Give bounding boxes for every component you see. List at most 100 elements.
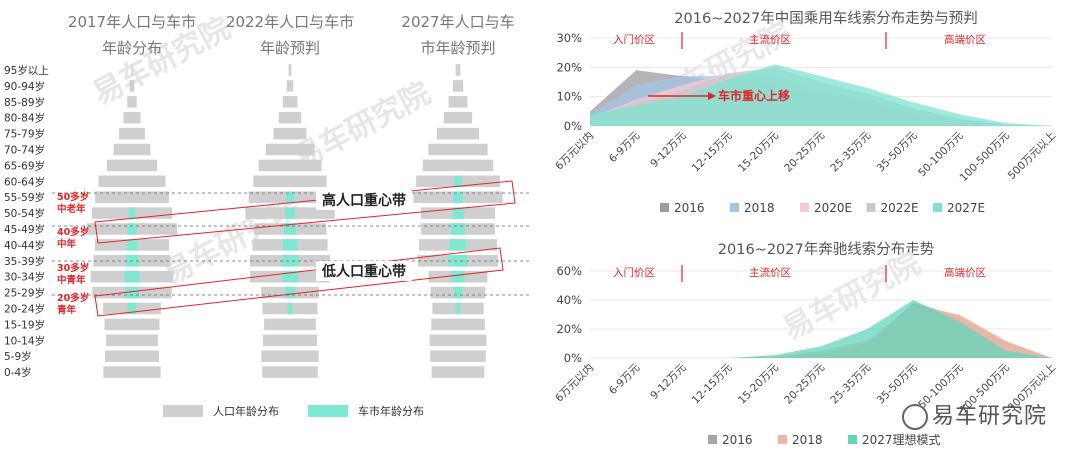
age-group-sublabel: 中青年 bbox=[57, 274, 86, 286]
car-market-bar bbox=[285, 191, 295, 203]
population-bar bbox=[265, 143, 315, 156]
age-group-label: 50多岁 bbox=[57, 191, 89, 203]
y-tick-label: 0% bbox=[564, 351, 582, 365]
legend-label: 2027理想模式 bbox=[862, 432, 941, 447]
legend-label: 2018 bbox=[792, 433, 823, 447]
age-label: 35-39岁 bbox=[4, 255, 45, 268]
population-bar bbox=[448, 96, 468, 108]
car-market-bar bbox=[285, 286, 295, 299]
car-market-bar bbox=[283, 223, 297, 235]
population-bar bbox=[262, 334, 318, 347]
x-tick-label: 12-15万元 bbox=[690, 361, 735, 406]
car-market-bar bbox=[453, 286, 463, 299]
y-tick-label: 60% bbox=[556, 264, 582, 278]
pyramid-title-line1: 2017年人口与车市 bbox=[68, 13, 196, 31]
market-shift-annotation: 车市重心上移 bbox=[718, 88, 790, 103]
population-bar bbox=[278, 111, 302, 124]
price-zone-label: 高端价区 bbox=[944, 266, 986, 279]
legend-swatch bbox=[933, 203, 942, 212]
car-market-bar bbox=[126, 239, 138, 251]
population-bar bbox=[119, 127, 145, 140]
x-tick-label: 12-15万元 bbox=[690, 129, 735, 174]
legend-swatch-car-market bbox=[308, 405, 348, 417]
car-market-bar bbox=[285, 207, 295, 219]
car-market-bar bbox=[452, 207, 464, 219]
age-label: 5-9岁 bbox=[4, 350, 32, 363]
age-label: 10-14岁 bbox=[4, 334, 45, 347]
population-bar bbox=[98, 175, 166, 188]
legend-swatch bbox=[730, 203, 739, 212]
legend-swatch bbox=[866, 203, 876, 212]
car-market-bar bbox=[127, 223, 137, 235]
low-band-label: 低人口重心带 bbox=[321, 263, 406, 280]
population-bar bbox=[261, 350, 319, 362]
population-bar bbox=[273, 127, 307, 140]
car-market-bar bbox=[282, 239, 298, 251]
y-tick-label: 40% bbox=[556, 293, 582, 307]
x-tick-label: 50-100万元 bbox=[916, 129, 966, 179]
age-label: 45-49岁 bbox=[4, 223, 45, 236]
legend-label: 2016 bbox=[674, 201, 705, 215]
age-label: 85-89岁 bbox=[4, 96, 45, 109]
chart-title: 2016~2027年奔驰线索分布走势 bbox=[718, 241, 934, 258]
pyramid-title-line2: 市年龄预判 bbox=[420, 39, 495, 57]
age-label: 60-64岁 bbox=[4, 175, 45, 188]
population-bar bbox=[430, 350, 486, 362]
age-label: 25-29岁 bbox=[4, 287, 45, 300]
y-tick-label: 20% bbox=[556, 322, 582, 336]
car-market-bar bbox=[127, 302, 137, 315]
population-bar bbox=[95, 191, 169, 203]
population-bar bbox=[129, 80, 135, 92]
x-tick-label: 6-9万元 bbox=[607, 361, 643, 397]
population-bar bbox=[104, 350, 160, 362]
pyramid-title-line2: 年龄分布 bbox=[102, 39, 162, 57]
age-label: 20-24岁 bbox=[4, 303, 45, 316]
x-tick-label: 25-35万元 bbox=[828, 129, 873, 174]
high-band-label-bg bbox=[316, 190, 412, 210]
legend-swatch-population bbox=[163, 405, 203, 417]
y-tick-label: 20% bbox=[556, 60, 582, 74]
age-label: 80-84岁 bbox=[4, 112, 45, 125]
car-market-bar bbox=[448, 255, 468, 267]
car-market-bar bbox=[124, 270, 140, 283]
x-tick-label: 20-25万元 bbox=[782, 361, 827, 406]
age-label: 75-79岁 bbox=[4, 128, 45, 141]
high-band-label: 高人口重心带 bbox=[322, 192, 406, 209]
population-bar bbox=[127, 96, 137, 108]
age-group-label: 40多岁 bbox=[57, 226, 89, 238]
area-series-2027理想模式 bbox=[590, 300, 1052, 358]
legend-swatch bbox=[848, 435, 857, 444]
population-bar bbox=[455, 64, 461, 76]
age-label: 55-59岁 bbox=[4, 191, 45, 204]
population-bar bbox=[264, 318, 316, 331]
legend-swatch bbox=[660, 203, 669, 212]
population-bar bbox=[113, 143, 151, 156]
legend-label: 2020E bbox=[814, 201, 852, 215]
car-market-bar bbox=[454, 175, 462, 188]
x-tick-label: 6-9万元 bbox=[607, 129, 643, 165]
x-tick-label: 6万元以内 bbox=[553, 361, 597, 405]
age-group-sublabel: 中年 bbox=[57, 238, 77, 250]
x-tick-label: 35-50万元 bbox=[875, 129, 920, 174]
legend-label: 2022E bbox=[881, 201, 919, 215]
car-market-bar bbox=[128, 207, 136, 219]
legend-label: 2018 bbox=[744, 201, 775, 215]
population-bar bbox=[286, 80, 294, 92]
population-bar bbox=[258, 159, 322, 172]
population-bar bbox=[452, 80, 464, 92]
population-bar bbox=[262, 366, 318, 378]
benz-leads-area-chart: 2016~2027年奔驰线索分布走势 0% 20% 40% 60% 易车研究院 入门价区 主流… bbox=[553, 241, 1059, 447]
x-tick-label: 9-12万元 bbox=[648, 361, 689, 402]
age-label: 90-94岁 bbox=[4, 80, 45, 93]
population-bar bbox=[282, 96, 298, 108]
age-label: 40-44岁 bbox=[4, 239, 45, 252]
age-label: 0-4岁 bbox=[4, 366, 32, 379]
population-bar bbox=[428, 143, 488, 156]
car-market-bar bbox=[449, 239, 467, 251]
legend-swatch bbox=[800, 203, 809, 212]
car-market-bar bbox=[281, 255, 299, 267]
x-tick-label: 100-500万元 bbox=[958, 129, 1013, 184]
age-group-label: 20多岁 bbox=[57, 292, 89, 304]
x-tick-label: 20-25万元 bbox=[782, 129, 827, 174]
